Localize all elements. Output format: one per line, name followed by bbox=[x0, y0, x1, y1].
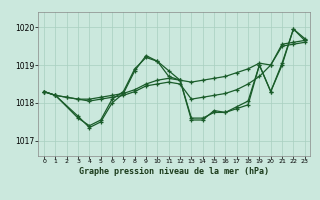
X-axis label: Graphe pression niveau de la mer (hPa): Graphe pression niveau de la mer (hPa) bbox=[79, 167, 269, 176]
